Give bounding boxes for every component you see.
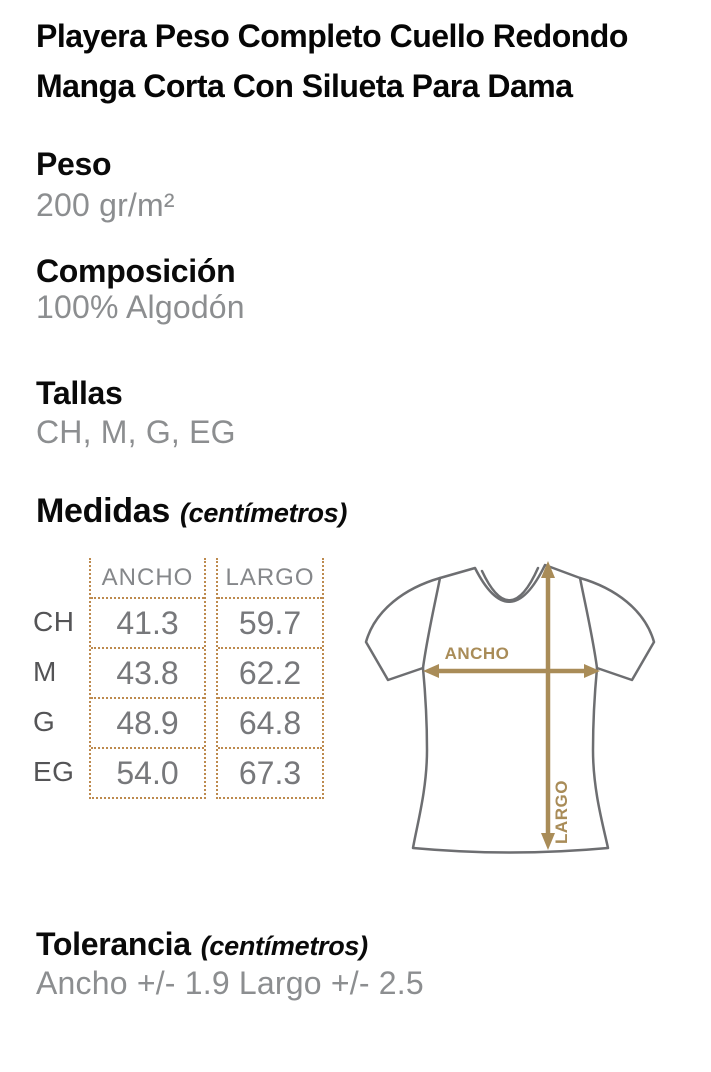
column-header-largo: LARGO (225, 563, 315, 591)
largo-value-eg: 67.3 (218, 747, 322, 797)
largo-value-g: 64.8 (218, 697, 322, 747)
ancho-value-eg: 54.0 (91, 747, 204, 797)
tshirt-outline (364, 563, 656, 854)
width-arrow-label: ANCHO (445, 644, 510, 663)
size-label-column: CH M G EG (33, 558, 89, 797)
tallas-heading: Tallas (36, 375, 123, 411)
tolerancia-heading-text: Tolerancia (36, 926, 191, 962)
tshirt-collar-inner-line (480, 566, 540, 602)
width-arrow (423, 664, 600, 678)
size-row-label-eg: EG (33, 756, 75, 787)
tshirt-right-armhole-seam (578, 576, 599, 670)
product-title: Playera Peso Completo Cuello Redondo Man… (36, 11, 696, 111)
largo-value-ch: 59.7 (218, 597, 322, 647)
tshirt-left-armhole-seam (421, 576, 442, 670)
size-column-header-spacer (33, 558, 89, 597)
ancho-value-ch: 41.3 (91, 597, 204, 647)
product-title-line2: Manga Corta Con Silueta Para Dama (36, 68, 573, 104)
tolerancia-value: Ancho +/- 1.9 Largo +/- 2.5 (36, 965, 424, 1001)
size-chart-table: CH M G EG ANCHO 41.3 43.8 48.9 54.0 LARG… (33, 558, 324, 799)
length-arrow-label: LARGO (552, 780, 571, 844)
medidas-heading-text: Medidas (36, 492, 170, 530)
size-row-label-m: M (33, 656, 57, 687)
tshirt-diagram: ANCHO LARGO (364, 561, 656, 854)
peso-value: 200 gr/m² (36, 187, 175, 223)
medidas-heading: Medidas (centímetros) (36, 492, 347, 531)
size-row-label-g: G (33, 706, 56, 737)
composicion-heading: Composición (36, 253, 236, 289)
ancho-value-g: 48.9 (91, 697, 204, 747)
tolerancia-heading: Tolerancia (centímetros) (36, 926, 368, 963)
product-title-line1: Playera Peso Completo Cuello Redondo (36, 18, 628, 54)
size-row-label-ch: CH (33, 606, 75, 637)
composicion-value: 100% Algodón (36, 289, 245, 325)
column-header-ancho: ANCHO (101, 563, 194, 591)
tolerancia-unit-note: (centímetros) (200, 931, 368, 961)
ancho-column: ANCHO 41.3 43.8 48.9 54.0 (89, 558, 206, 799)
length-arrow (541, 561, 555, 850)
largo-column: LARGO 59.7 62.2 64.8 67.3 (216, 558, 324, 799)
peso-heading: Peso (36, 146, 112, 182)
medidas-unit-note: (centímetros) (179, 498, 348, 528)
ancho-value-m: 43.8 (91, 647, 204, 697)
largo-value-m: 62.2 (218, 647, 322, 697)
tallas-value: CH, M, G, EG (36, 414, 236, 450)
